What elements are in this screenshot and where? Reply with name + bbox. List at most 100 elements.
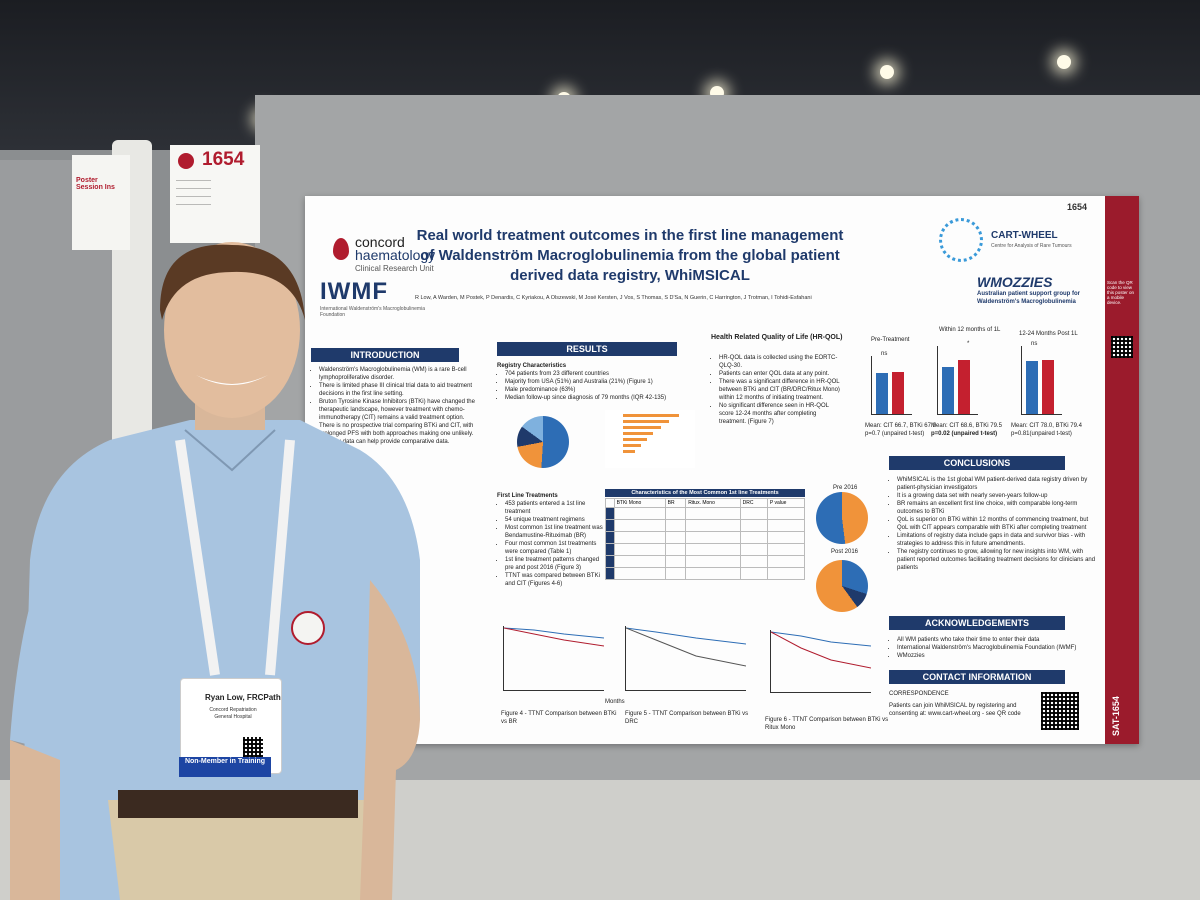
km-caption: Figure 5 - TTNT Comparison between BTKi … bbox=[625, 711, 749, 725]
iwmf-logo-subtext: International Waldenström's Macroglobuli… bbox=[320, 306, 425, 318]
acknowledgements-text: All WM patients who take their time to e… bbox=[889, 636, 1099, 660]
list-item: Male predominance (63%) bbox=[505, 386, 707, 394]
bar-panel-pvalue: p=0.7 (unpaired t-test) bbox=[865, 431, 925, 437]
km-curves bbox=[625, 627, 747, 667]
introduction-heading: INTRODUCTION bbox=[311, 348, 459, 362]
bar-btki bbox=[1042, 360, 1054, 414]
bar-chart-area bbox=[937, 346, 978, 415]
list-item: BR remains an excellent first line choic… bbox=[897, 500, 1099, 516]
cart-wheel-text: CART-WHEEL bbox=[991, 230, 1058, 241]
wmozzies-logo-subtext: Australian patient support group for Wal… bbox=[977, 291, 1080, 305]
list-item: There is no prospective trial comparing … bbox=[319, 422, 491, 446]
session-sign-title: Poster Session Ins bbox=[76, 177, 115, 191]
list-item: Limitations of registry data include gap… bbox=[897, 532, 1099, 548]
society-logo-icon bbox=[178, 153, 194, 169]
registry-text: Registry Characteristics 704 patients fr… bbox=[497, 362, 707, 402]
list-item: It is a growing data set with nearly sev… bbox=[897, 492, 1099, 500]
sidebar-qr-code[interactable] bbox=[1111, 336, 1133, 358]
pie-label: Post 2016 bbox=[831, 549, 859, 555]
bar-panel-title: 12-24 Months Post 1L bbox=[1019, 331, 1078, 337]
km-plot-btki-br bbox=[503, 626, 605, 691]
bar-btki bbox=[892, 372, 904, 414]
concord-logo-text: haematology bbox=[355, 247, 436, 263]
concord-logo-text: concord bbox=[355, 234, 405, 250]
introduction-text: Waldenström's Macroglobulinemia (WM) is … bbox=[311, 366, 491, 446]
list-item: Patients can enter QOL data at any point… bbox=[719, 370, 845, 378]
contact-line: CORRESPONDENCE bbox=[889, 691, 949, 697]
poster-number: 1654 bbox=[1067, 202, 1088, 212]
km-plot-btki-ritux bbox=[770, 630, 872, 693]
bar-chart-area bbox=[1021, 346, 1062, 415]
results-heading: RESULTS bbox=[497, 342, 677, 356]
bar-cit bbox=[1026, 361, 1038, 414]
poster: concord haematology Clinical Research Un… bbox=[305, 196, 1139, 744]
first-line-text: First Line Treatments 453 patients enter… bbox=[497, 492, 607, 588]
bar-panel-stat: Mean: CIT 68.6, BTKi 79.5 bbox=[931, 423, 1002, 429]
bar-panel-stat: Mean: CIT 78.0, BTKi 79.4 bbox=[1011, 423, 1082, 429]
registry-heading: Registry Characteristics bbox=[497, 363, 567, 369]
km-plot-btki-drc bbox=[625, 626, 747, 691]
list-item: WhiMSICAL is the 1st global WM patient-d… bbox=[897, 476, 1099, 492]
km-curves bbox=[770, 631, 872, 669]
significance-label: ns bbox=[881, 351, 888, 357]
pie-label: Pre 2016 bbox=[833, 485, 858, 491]
list-item: There was a significant difference in HR… bbox=[719, 378, 845, 402]
poster-sidebar: Scan the QR code to view this poster on … bbox=[1105, 196, 1139, 744]
hrqol-heading: Health Related Quality of Life (HR-QOL) bbox=[711, 334, 843, 341]
first-line-heading: First Line Treatments bbox=[497, 493, 558, 499]
bar-panel-pvalue: p=0.81(unpaired t-test) bbox=[1011, 431, 1072, 437]
concord-logo-subtext: Clinical Research Unit bbox=[355, 264, 434, 273]
ceiling-light bbox=[1057, 55, 1071, 69]
name-badge: Ryan Low, FRCPath Concord Repatriation G… bbox=[179, 678, 282, 777]
bar-cit bbox=[942, 367, 954, 414]
blood-drop-icon bbox=[333, 238, 349, 260]
list-item: Majority from USA (51%) and Australia (2… bbox=[505, 378, 707, 386]
km-caption: Figure 6 - TTNT Comparison between BTKi … bbox=[765, 717, 889, 731]
badge-status-ribbon: Non-Member in Training bbox=[179, 757, 271, 777]
contact-cta: Patients can join WhiMSICAL by registeri… bbox=[889, 703, 1021, 717]
bar-cit bbox=[876, 373, 888, 414]
session-sign: Poster Session Ins bbox=[72, 155, 130, 250]
conclusions-heading: CONCLUSIONS bbox=[889, 456, 1065, 470]
bar-chart-area bbox=[871, 356, 912, 415]
list-item: Waldenström's Macroglobulinemia (WM) is … bbox=[319, 366, 491, 382]
conclusions-text: WhiMSICAL is the 1st global WM patient-d… bbox=[889, 476, 1099, 572]
country-pie-chart bbox=[517, 416, 569, 468]
sidebar-qr-text: Scan the QR code to view this poster on … bbox=[1107, 280, 1135, 305]
list-item: 453 patients entered a 1st line treatmen… bbox=[505, 500, 607, 516]
list-item: No significant difference seen in HR-QOL… bbox=[719, 402, 845, 426]
list-item: WMozzies bbox=[897, 652, 1099, 660]
list-item: 1st line treatment patterns changed pre … bbox=[505, 556, 607, 572]
booth-number-sign: 1654 ——————— ——————— ——————— ——————— bbox=[170, 145, 260, 243]
wmozzies-logo-text: WMOZZIES bbox=[977, 274, 1053, 290]
list-item: TTNT was compared between BTKi and CIT (… bbox=[505, 572, 607, 588]
contact-heading: CONTACT INFORMATION bbox=[889, 670, 1065, 684]
significance-label: ns bbox=[1031, 341, 1038, 347]
acknowledgements-heading: ACKNOWLEDGEMENTS bbox=[889, 616, 1065, 630]
km-axis-label: Months bbox=[605, 699, 625, 705]
bar-btki bbox=[958, 360, 970, 414]
qr-code[interactable] bbox=[1041, 692, 1079, 730]
snowflake-icon bbox=[939, 218, 983, 262]
list-item: 54 unique treatment regimens bbox=[505, 516, 607, 524]
iwmf-logo: IWMF International Waldenström's Macrogl… bbox=[320, 278, 430, 318]
bar-panel-title: Pre-Treatment bbox=[871, 337, 910, 343]
wmozzies-logo: WMOZZIES Australian patient support grou… bbox=[977, 274, 1097, 306]
post-2016-pie-chart bbox=[816, 560, 868, 612]
list-item: 704 patients from 23 different countries bbox=[505, 370, 707, 378]
list-item: HR-QOL data is collected using the EORTC… bbox=[719, 354, 845, 370]
badge-name: Ryan Low, FRCPath bbox=[205, 693, 281, 702]
bar-panel-title: Within 12 months of 1L bbox=[939, 327, 1001, 333]
poster-authors: R Low, A Warden, M Postek, P Denardis, C… bbox=[415, 295, 812, 301]
list-item: Four most common 1st treatments were com… bbox=[505, 540, 607, 556]
symptom-bar-chart bbox=[605, 410, 695, 468]
hrqol-text: HR-QOL data is collected using the EORTC… bbox=[711, 354, 845, 426]
list-item: Median follow-up since diagnosis of 79 m… bbox=[505, 394, 707, 402]
bar-panel-stat: Mean: CIT 66.7, BTKi 67.9 bbox=[865, 423, 936, 429]
significance-label: * bbox=[967, 341, 970, 347]
ceiling-light bbox=[880, 65, 894, 79]
booth-number: 1654 bbox=[202, 149, 245, 170]
treatment-table: BTKi Mono BR Ritux. Mono DRC P value bbox=[605, 498, 806, 580]
